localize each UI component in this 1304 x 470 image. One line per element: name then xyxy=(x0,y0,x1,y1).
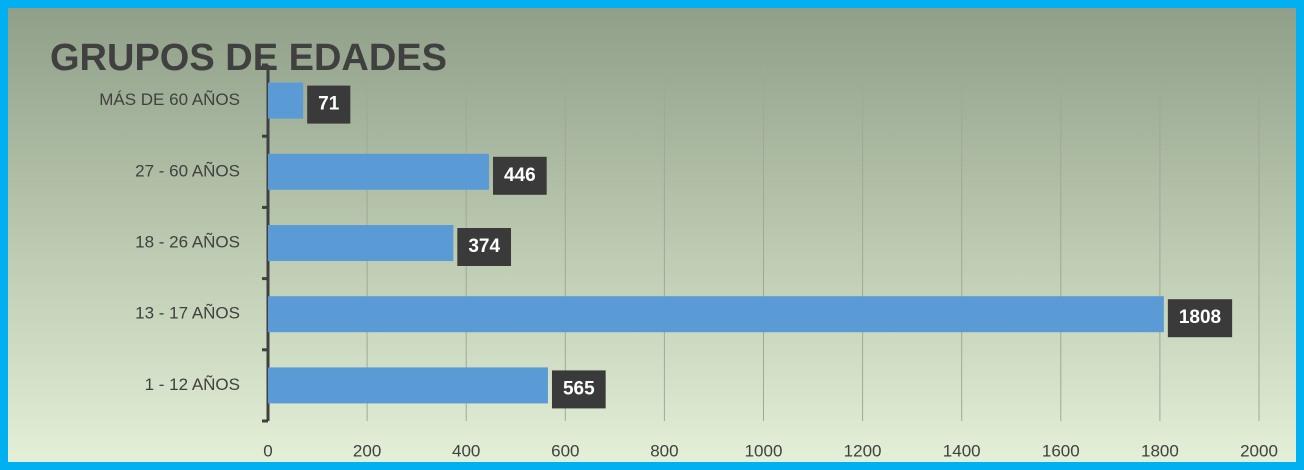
bar xyxy=(268,296,1164,333)
data-label: 565 xyxy=(563,378,595,399)
data-label-box xyxy=(551,370,606,409)
data-label: 446 xyxy=(504,165,536,186)
data-label: 71 xyxy=(318,94,340,115)
x-tick-label: 1600 xyxy=(1042,441,1080,460)
data-label: 1808 xyxy=(1179,307,1221,328)
x-tick-label: 600 xyxy=(551,441,579,460)
data-label-box xyxy=(307,85,351,124)
x-tick-label: 0 xyxy=(263,441,272,460)
y-tick-label: 18 - 26 AÑOS xyxy=(135,232,240,251)
x-tick-label: 400 xyxy=(452,441,480,460)
chart-title: GRUPOS DE EDADES xyxy=(50,37,447,79)
x-tick-label: 1800 xyxy=(1141,441,1179,460)
plot-area: 0 200 400 600 800 1000 1200 1400 1600 1800 2000 MÁS… xyxy=(99,63,1278,460)
bar xyxy=(268,367,548,404)
data-label-box xyxy=(492,156,547,195)
bar xyxy=(268,225,454,261)
x-tick-label: 2000 xyxy=(1240,441,1278,460)
data-label: 374 xyxy=(468,236,500,257)
x-tick-label: 1400 xyxy=(943,441,981,460)
y-tick-label: MÁS DE 60 AÑOS xyxy=(99,90,240,109)
bar xyxy=(268,153,489,190)
y-tick-label: 1 - 12 AÑOS xyxy=(145,375,240,394)
x-tick-label: 1200 xyxy=(844,441,882,460)
x-tick-label: 800 xyxy=(650,441,678,460)
x-tick-label: 1000 xyxy=(745,441,783,460)
y-tick-label: 13 - 17 AÑOS xyxy=(135,304,240,323)
data-label-box xyxy=(457,228,512,266)
x-tick-label: 200 xyxy=(353,441,381,460)
bar xyxy=(268,82,304,119)
y-tick-label: 27 - 60 AÑOS xyxy=(135,161,240,180)
data-label-box xyxy=(1167,299,1233,338)
